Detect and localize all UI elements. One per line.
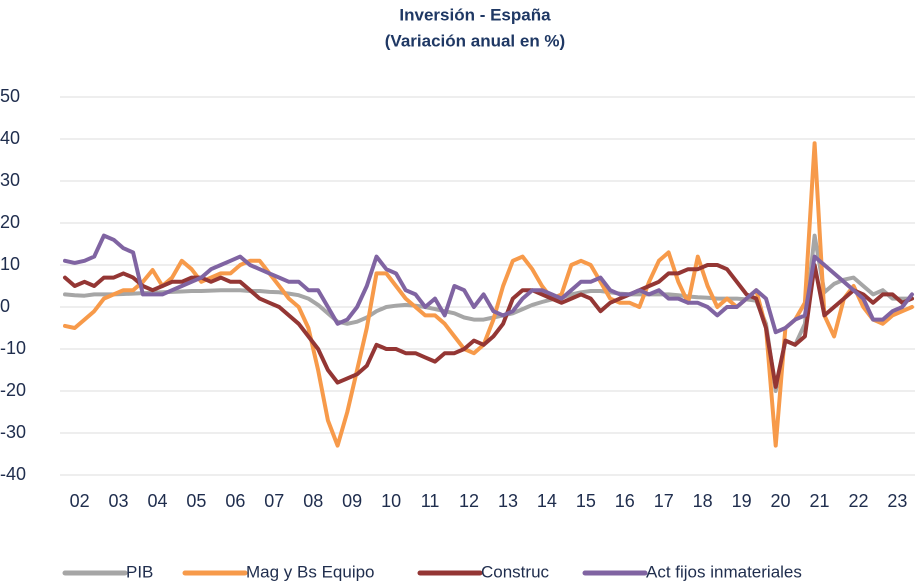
x-tick-label: 20 — [771, 491, 791, 511]
x-tick-label: 04 — [147, 491, 167, 511]
y-tick-label: 0 — [0, 296, 10, 316]
x-tick-label: 05 — [186, 491, 206, 511]
series-line — [63, 233, 914, 335]
x-tick-label: 19 — [732, 491, 752, 511]
legend-label: Construc — [481, 562, 550, 581]
x-tick-label: 03 — [109, 491, 129, 511]
x-tick-label: 23 — [887, 491, 907, 511]
y-tick-label: -40 — [0, 464, 26, 484]
y-tick-label: -30 — [0, 422, 26, 442]
legend-label: Mag y Bs Equipo — [246, 562, 375, 581]
y-tick-label: 40 — [0, 128, 20, 148]
legend-label: Act fijos inmateriales — [646, 562, 802, 581]
x-tick-label: 11 — [421, 491, 440, 511]
x-tick-label: 13 — [498, 491, 518, 511]
x-tick-label: 08 — [303, 491, 323, 511]
x-tick-label: 22 — [848, 491, 868, 511]
legend-label: PIB — [126, 562, 153, 581]
series-line — [63, 263, 914, 389]
x-tick-label: 10 — [381, 491, 401, 511]
x-tick-label: 12 — [459, 491, 479, 511]
chart-title: Inversión - España — [399, 5, 551, 24]
series-line — [63, 233, 914, 393]
series-line — [63, 141, 914, 448]
x-tick-label: 02 — [70, 491, 90, 511]
y-tick-label: 20 — [0, 212, 20, 232]
chart-subtitle: (Variación anual en %) — [385, 31, 565, 50]
y-tick-label: -10 — [0, 338, 26, 358]
x-tick-label: 07 — [264, 491, 284, 511]
x-tick-label: 18 — [693, 491, 713, 511]
y-tick-label: 10 — [0, 254, 20, 274]
x-tick-label: 14 — [537, 491, 557, 511]
x-tick-label: 17 — [654, 491, 674, 511]
x-tick-label: 15 — [576, 491, 596, 511]
x-tick-label: 09 — [342, 491, 362, 511]
x-tick-label: 06 — [225, 491, 245, 511]
x-tick-label: 21 — [809, 491, 829, 511]
y-tick-label: 30 — [0, 170, 20, 190]
x-tick-label: 16 — [615, 491, 635, 511]
y-tick-label: -20 — [0, 380, 26, 400]
y-tick-label: 50 — [0, 86, 20, 106]
